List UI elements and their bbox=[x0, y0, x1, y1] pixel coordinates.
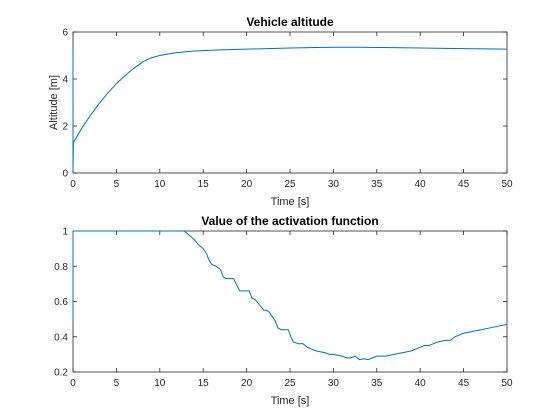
activation-y-tick-label: 0.6 bbox=[54, 297, 68, 308]
altitude-x-tick-label: 35 bbox=[371, 179, 383, 190]
activation-series-line bbox=[72, 230, 508, 361]
activation-y-tick-label: 1 bbox=[62, 227, 68, 238]
altitude-x-tick-label: 50 bbox=[501, 179, 513, 190]
altitude-series-layer bbox=[72, 46, 508, 172]
altitude-x-tick-label: 25 bbox=[284, 179, 296, 190]
activation-series-layer bbox=[72, 230, 508, 361]
activation-x-tick-label: 0 bbox=[70, 378, 76, 389]
activation-y-tick-label: 0.8 bbox=[54, 262, 68, 273]
altitude-x-axis-label: Time [s] bbox=[271, 196, 310, 208]
activation-x-tick-label: 30 bbox=[328, 378, 340, 389]
altitude-x-tick-label: 45 bbox=[458, 179, 470, 190]
altitude-plot: Vehicle altitude Time [s] Altitude [m] 0… bbox=[48, 15, 513, 208]
altitude-x-tick-label: 30 bbox=[328, 179, 340, 190]
activation-x-tick-label: 25 bbox=[284, 378, 296, 389]
activation-x-tick-label: 35 bbox=[371, 378, 383, 389]
activation-x-axis-label: Time [s] bbox=[271, 395, 310, 407]
activation-axes-box bbox=[72, 230, 508, 373]
activation-x-tick-label: 10 bbox=[154, 378, 166, 389]
altitude-plot-title: Vehicle altitude bbox=[246, 15, 334, 29]
activation-x-tick-label: 40 bbox=[415, 378, 427, 389]
altitude-x-tick-label: 40 bbox=[415, 179, 427, 190]
altitude-axes-box bbox=[72, 31, 508, 174]
activation-x-tick-label: 50 bbox=[501, 378, 513, 389]
activation-plot-title: Value of the activation function bbox=[201, 214, 378, 228]
altitude-x-tick-label: 10 bbox=[154, 179, 166, 190]
altitude-x-tick-label: 5 bbox=[114, 179, 120, 190]
activation-plot: Value of the activation function Time [s… bbox=[54, 214, 513, 407]
altitude-y-tick-label: 0 bbox=[62, 169, 68, 180]
activation-x-tick-label: 5 bbox=[114, 378, 120, 389]
altitude-y-tick-label: 6 bbox=[62, 28, 68, 39]
altitude-y-axis-label: Altitude [m] bbox=[48, 75, 60, 130]
activation-ticks: 0 5 10 15 20 25 30 35 40 45 50 0.2 0.4 0.6 0.8 1 bbox=[54, 227, 513, 390]
altitude-x-tick-label: 15 bbox=[198, 179, 210, 190]
altitude-x-tick-label: 20 bbox=[241, 179, 253, 190]
altitude-y-tick-label: 4 bbox=[62, 75, 68, 86]
altitude-ticks: 0 5 10 15 20 25 30 35 40 45 50 0 2 4 6 bbox=[62, 28, 513, 191]
activation-y-tick-label: 0.2 bbox=[54, 368, 68, 379]
activation-x-tick-label: 45 bbox=[458, 378, 470, 389]
altitude-series-line bbox=[72, 46, 508, 172]
activation-x-tick-label: 15 bbox=[198, 378, 210, 389]
activation-x-tick-label: 20 bbox=[241, 378, 253, 389]
altitude-x-tick-label: 0 bbox=[70, 179, 76, 190]
activation-y-tick-label: 0.4 bbox=[54, 332, 68, 343]
altitude-y-tick-label: 2 bbox=[62, 122, 68, 133]
